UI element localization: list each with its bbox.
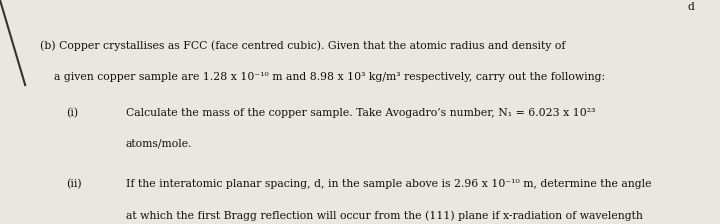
Text: Calculate the mass of the copper sample. Take Avogadro’s number, N₁ = 6.023 x 10: Calculate the mass of the copper sample.… (126, 108, 595, 118)
Text: (i): (i) (66, 108, 78, 118)
Text: (ii): (ii) (66, 179, 82, 190)
Text: atoms/mole.: atoms/mole. (126, 139, 192, 149)
Text: a given copper sample are 1.28 x 10⁻¹⁰ m and 8.98 x 10³ kg/m³ respectively, carr: a given copper sample are 1.28 x 10⁻¹⁰ m… (40, 72, 605, 82)
Text: at which the first Bragg reflection will occur from the (111) plane if x-radiati: at which the first Bragg reflection will… (126, 211, 643, 221)
Text: (b) Copper crystallises as FCC (face centred cubic). Given that the atomic radiu: (b) Copper crystallises as FCC (face cen… (40, 40, 565, 51)
Text: If the interatomic planar spacing, d, in the sample above is 2.96 x 10⁻¹⁰ m, det: If the interatomic planar spacing, d, in… (126, 179, 652, 189)
Text: d: d (688, 2, 695, 12)
